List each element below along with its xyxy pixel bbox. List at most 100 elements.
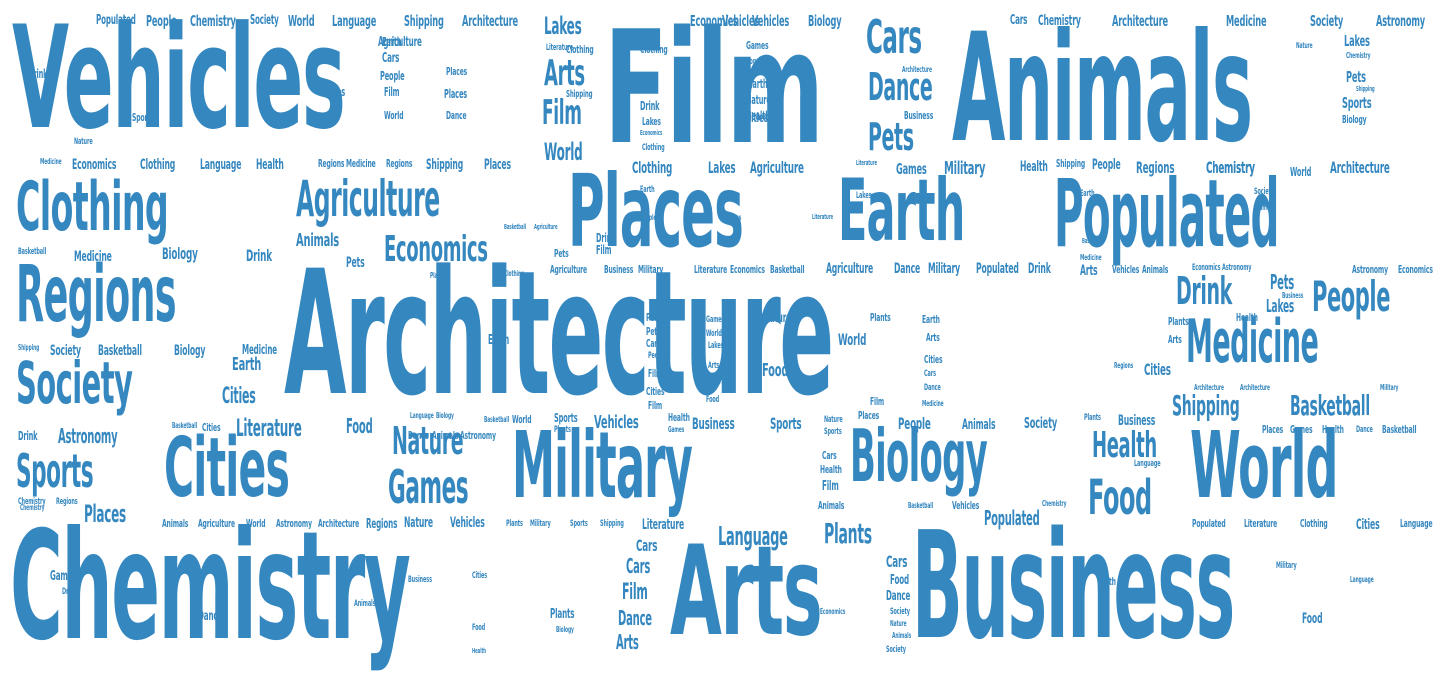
cloud-word: Places xyxy=(858,409,880,422)
cloud-word: Cities xyxy=(164,421,290,516)
cloud-word: Food xyxy=(706,395,720,405)
cloud-word: Health xyxy=(668,411,690,424)
cloud-word: Chemistry xyxy=(10,500,411,673)
cloud-word: Drink xyxy=(62,587,77,597)
cloud-word: Nature xyxy=(392,419,464,463)
cloud-word: Nature xyxy=(746,93,771,107)
cloud-word: Earth xyxy=(922,313,940,326)
cloud-word: Lakes xyxy=(856,191,872,201)
cloud-word: Medicine xyxy=(74,249,112,265)
cloud-word: Cities xyxy=(924,353,943,366)
cloud-word: Cars xyxy=(626,554,651,578)
cloud-word: Lakes xyxy=(1344,32,1370,50)
cloud-word: Regions xyxy=(318,157,345,170)
cloud-word: Games xyxy=(388,460,469,514)
cloud-word: Business xyxy=(904,109,934,122)
cloud-word: Lakes xyxy=(708,158,736,177)
cloud-word: Places xyxy=(430,271,446,280)
cloud-word: People xyxy=(648,351,667,361)
cloud-word: Dance xyxy=(924,383,941,393)
cloud-word: Clothing xyxy=(640,43,668,56)
cloud-word: Medicine xyxy=(1186,307,1319,377)
cloud-word: Lakes xyxy=(1266,296,1295,317)
cloud-word: Biology xyxy=(1342,113,1367,126)
cloud-word: Agriculture xyxy=(826,261,874,277)
cloud-word: Society xyxy=(250,13,279,28)
cloud-word: Film xyxy=(622,580,648,605)
cloud-word: Cities xyxy=(202,421,221,434)
cloud-word: Food xyxy=(346,414,373,438)
cloud-word: Film xyxy=(384,85,400,99)
cloud-word: Biology xyxy=(162,244,198,263)
cloud-word: Arts xyxy=(1168,333,1182,346)
cloud-word: Games xyxy=(668,425,685,434)
cloud-word: Drink xyxy=(18,429,38,443)
cloud-word: Cities xyxy=(222,384,256,409)
cloud-word: Astronomy xyxy=(276,517,312,530)
cloud-word: Society xyxy=(1024,414,1058,432)
cloud-word: World xyxy=(246,517,266,530)
cloud-word: Literature xyxy=(812,213,834,221)
cloud-word: Language xyxy=(1350,575,1374,584)
cloud-word: Architecture xyxy=(1240,383,1270,392)
cloud-word: Cities xyxy=(1356,517,1380,533)
cloud-word: Economics xyxy=(690,12,738,30)
cloud-word: Business xyxy=(912,500,1235,672)
cloud-word: Cars xyxy=(886,552,908,571)
cloud-word: Shipping xyxy=(426,157,464,173)
cloud-word: Nature xyxy=(890,619,907,628)
cloud-word: Places xyxy=(84,500,126,528)
cloud-word: Animals xyxy=(962,417,996,433)
cloud-word: Cities xyxy=(746,111,768,126)
cloud-word: Shipping xyxy=(404,12,444,30)
cloud-word: Populated xyxy=(1192,517,1226,530)
cloud-word: Earth xyxy=(232,354,262,375)
cloud-word: Animals xyxy=(354,599,376,609)
cloud-word: Clothing xyxy=(642,143,665,153)
cloud-word: Sports xyxy=(132,111,154,124)
cloud-word: Agriculture xyxy=(296,170,440,228)
cloud-word: Language xyxy=(1134,459,1161,469)
cloud-word: Economics xyxy=(640,129,663,137)
cloud-word: Biology xyxy=(808,12,842,30)
cloud-word: Chemistry xyxy=(1206,158,1255,177)
cloud-word: Basketball xyxy=(172,421,198,430)
cloud-word: Agriculture xyxy=(534,223,558,231)
cloud-word: Clothing xyxy=(566,43,594,56)
cloud-word: People xyxy=(1312,272,1391,321)
cloud-word: Plants xyxy=(870,311,891,324)
cloud-word: Arts xyxy=(1080,263,1098,279)
cloud-word: Astronomy xyxy=(1352,263,1388,276)
cloud-word: Business xyxy=(604,263,634,276)
cloud-word: Literature xyxy=(546,43,574,53)
cloud-word: Film xyxy=(822,479,839,494)
cloud-word: Pets xyxy=(868,115,914,159)
cloud-word: Animals xyxy=(1142,263,1169,276)
cloud-word: Cars xyxy=(382,51,400,66)
cloud-word: Film xyxy=(604,0,824,179)
cloud-word: Pets xyxy=(554,247,569,260)
cloud-word: Military xyxy=(512,412,693,519)
cloud-word: Literature xyxy=(236,414,302,442)
cloud-word: Film xyxy=(542,93,582,133)
cloud-word: Regions xyxy=(386,157,413,170)
cloud-word: Animals xyxy=(162,517,189,530)
cloud-word: Dance xyxy=(618,606,652,630)
cloud-word: Food xyxy=(890,573,909,588)
cloud-word: Sports xyxy=(824,427,842,437)
cloud-word: Clothing xyxy=(140,157,176,173)
cloud-word: Business xyxy=(692,414,735,433)
cloud-word: Chemistry xyxy=(190,12,236,30)
cloud-word: Food xyxy=(472,623,486,633)
cloud-word: Biology xyxy=(850,414,988,498)
cloud-word: Cities xyxy=(1144,360,1171,379)
cloud-word: Regions xyxy=(1114,361,1134,370)
cloud-word: Astronomy xyxy=(58,424,118,448)
cloud-word: Film xyxy=(596,243,612,257)
cloud-word: Shipping xyxy=(18,343,40,352)
cloud-word: Language xyxy=(718,522,788,552)
cloud-word: People xyxy=(898,414,931,433)
cloud-word: World xyxy=(544,138,583,166)
cloud-word: Populated xyxy=(746,57,774,67)
